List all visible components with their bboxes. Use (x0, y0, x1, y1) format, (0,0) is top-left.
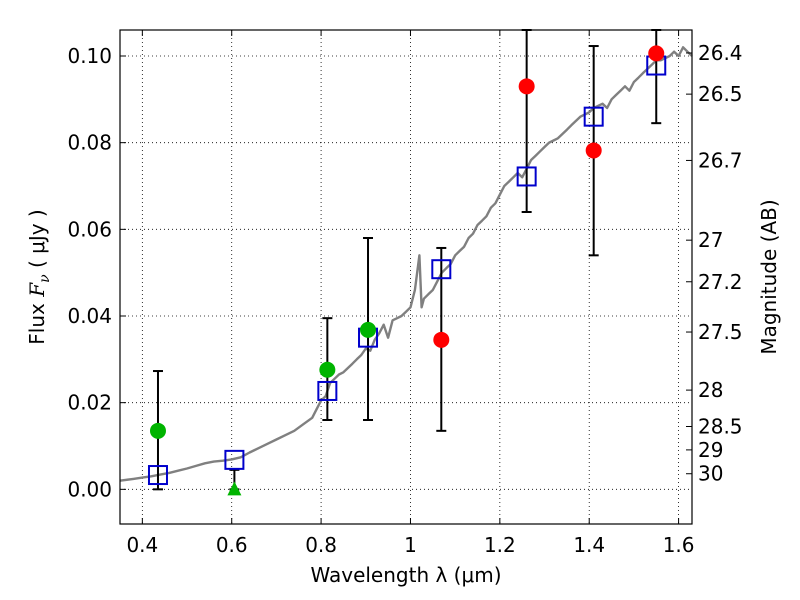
y-tick-label: 0.04 (67, 304, 112, 328)
x-tick-label: 0.8 (305, 533, 337, 557)
magnitude-tick-label: 27 (698, 228, 723, 252)
observed-flux-point (648, 45, 665, 62)
axis-ticks: 0.4 0.6 0.8 1 1.2 1.4 1.6 0.00 0.02 0.04 0.06 0.08 0… (67, 30, 743, 557)
model-photometry-square (224, 449, 245, 470)
model-spectrum-line (119, 46, 693, 482)
magnitude-tick-label: 30 (698, 462, 723, 486)
y-axis-label: Flux Fν ( μJy ) (25, 209, 53, 344)
observed-flux-point (585, 142, 602, 159)
magnitude-tick-label: 26.5 (698, 82, 743, 106)
magnitude-tick-label: 26.7 (698, 148, 743, 172)
observed-flux-point (433, 331, 450, 348)
x-tick-label: 1.6 (663, 533, 695, 557)
magnitude-axis-label: Magnitude (AB) (757, 199, 781, 354)
observed-flux-point (518, 78, 535, 95)
upper-limit-triangle (227, 481, 242, 496)
data-markers (147, 45, 667, 496)
y-tick-label: 0.08 (67, 131, 112, 155)
magnitude-tick-label: 27.2 (698, 270, 743, 294)
x-tick-label: 1 (404, 533, 417, 557)
error-bars (152, 29, 662, 491)
magnitude-tick-label: 28 (698, 378, 723, 402)
y-tick-label: 0.00 (67, 477, 112, 501)
observed-flux-point (149, 422, 166, 439)
model-photometry-square (431, 259, 452, 280)
x-tick-label: 1.2 (484, 533, 516, 557)
y-tick-label: 0.06 (67, 217, 112, 241)
grid (120, 30, 692, 524)
y-tick-label: 0.02 (67, 391, 112, 415)
magnitude-tick-label: 29 (698, 438, 723, 462)
observed-flux-point (360, 321, 377, 338)
model-photometry-square (317, 380, 338, 401)
x-axis-label: Wavelength λ (μm) (310, 563, 501, 587)
x-tick-label: 0.4 (126, 533, 158, 557)
model-photometry-square (583, 106, 604, 127)
x-tick-label: 1.4 (573, 533, 605, 557)
plot-frame (119, 29, 693, 525)
observed-flux-point (319, 361, 336, 378)
magnitude-tick-label: 27.5 (698, 320, 743, 344)
magnitude-tick-label: 28.5 (698, 415, 743, 439)
y-tick-label: 0.10 (67, 44, 112, 68)
model-photometry-square (516, 166, 537, 187)
magnitude-tick-label: 26.4 (698, 41, 743, 65)
model-photometry-square (147, 465, 168, 486)
x-tick-label: 0.6 (216, 533, 248, 557)
